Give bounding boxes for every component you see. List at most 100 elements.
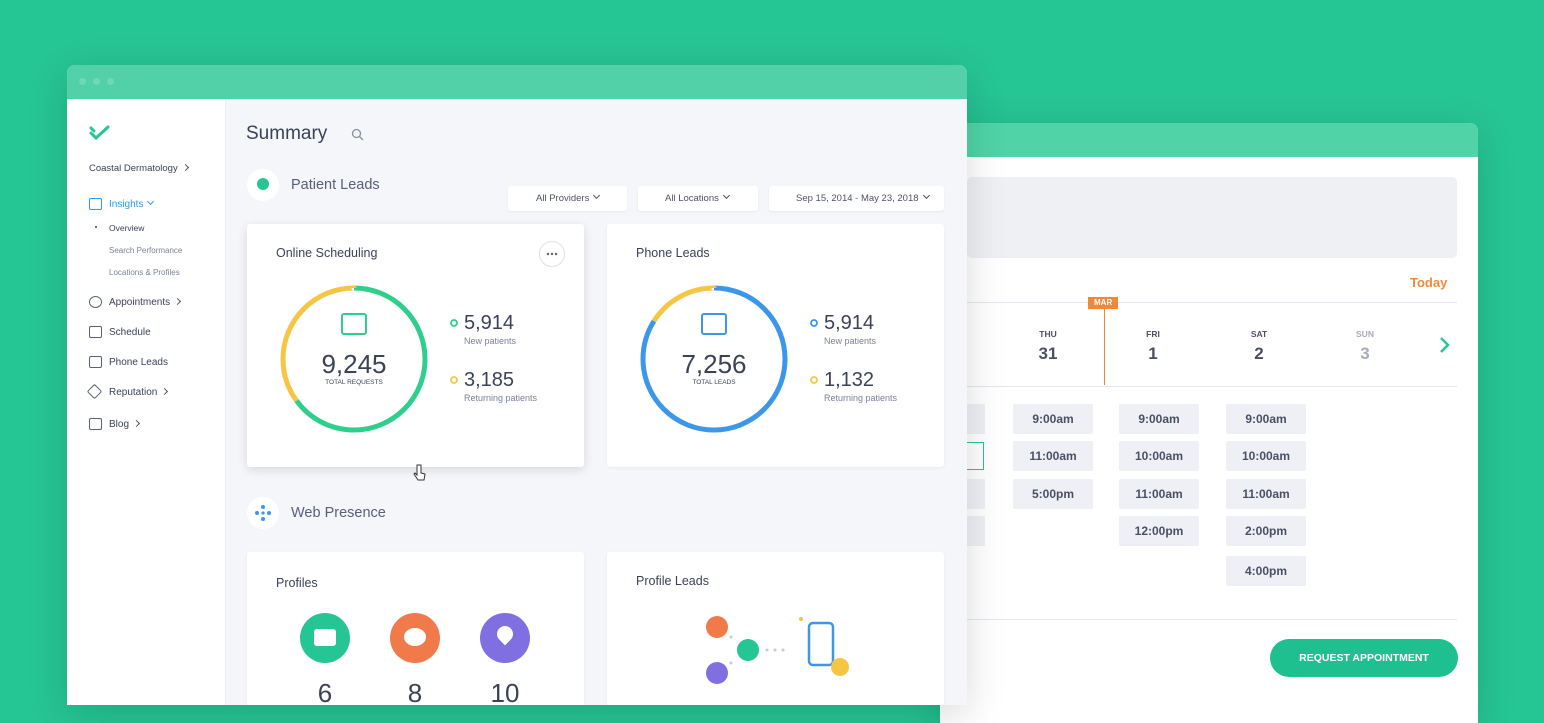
provider-filter[interactable]: All Providers xyxy=(508,186,627,211)
partial-slot xyxy=(967,404,985,434)
icon-shape xyxy=(314,629,336,646)
section-title: Patient Leads xyxy=(291,177,380,193)
card-title: Online Scheduling xyxy=(276,246,378,260)
next-arrow[interactable] xyxy=(1439,336,1451,354)
window-dot xyxy=(107,78,114,85)
time-slot[interactable]: 12:00pm xyxy=(1119,516,1199,546)
metric-caption: Returning patients xyxy=(464,393,538,403)
section-title: Web Presence xyxy=(291,505,386,521)
total-caption: TOTAL LEADS xyxy=(692,379,736,386)
filter-label: All Locations xyxy=(665,194,729,204)
window-bar xyxy=(940,123,1478,157)
divider xyxy=(967,386,1457,387)
metric-value: 5,914 xyxy=(464,312,515,334)
practice-name[interactable]: Coastal Dermatology xyxy=(89,164,188,174)
time-slot[interactable]: 4:00pm xyxy=(1226,556,1306,586)
cursor xyxy=(413,464,426,481)
metric-caption: New patients xyxy=(824,336,877,346)
profile-leads-card[interactable]: Profile Leads xyxy=(607,552,944,705)
nav-item[interactable]: Insights xyxy=(109,200,153,210)
section-icon-dot xyxy=(257,178,269,190)
time-slot[interactable]: 10:00am xyxy=(1119,441,1199,471)
divider xyxy=(967,302,1457,303)
search-icon[interactable] xyxy=(351,128,364,141)
nav-icon xyxy=(89,198,102,210)
nav-icon xyxy=(89,296,102,308)
time-slot[interactable]: 10:00am xyxy=(1226,441,1306,471)
profile-icon xyxy=(300,613,350,663)
date-filter[interactable]: Sep 15, 2014 - May 23, 2018 xyxy=(769,186,944,211)
calendar-window: Today MAR THU 31 9:00am 11:00am 5:00pm FRI 1 9:… xyxy=(940,123,1478,723)
profile-leads-illustration xyxy=(706,616,849,684)
nav-item[interactable]: Appointments xyxy=(109,298,180,308)
sidebar: Coastal Dermatology Insights Overview Se… xyxy=(67,99,226,705)
metric-value: 3,185 xyxy=(464,369,515,391)
time-slot[interactable]: 9:00am xyxy=(1013,404,1093,434)
profile-count: 6 xyxy=(317,678,333,705)
dashboard-window: Coastal Dermatology Insights Overview Se… xyxy=(67,65,967,705)
nav-item[interactable]: Reputation xyxy=(109,388,167,398)
filter-label: All Providers xyxy=(536,194,599,204)
icon-shape xyxy=(493,622,517,646)
nav-icon xyxy=(86,383,103,400)
nav-item[interactable]: Blog xyxy=(109,420,139,430)
partial-slot xyxy=(967,479,985,509)
nav-item[interactable]: Schedule xyxy=(109,327,151,338)
partial-slot xyxy=(967,442,984,470)
bullet xyxy=(95,226,97,228)
more-dots xyxy=(546,252,558,256)
time-slot[interactable]: 5:00pm xyxy=(1013,479,1093,509)
month-tag: MAR xyxy=(1088,297,1119,309)
profile-icon xyxy=(390,613,440,663)
filter-label: Sep 15, 2014 - May 23, 2018 xyxy=(796,194,929,204)
today-link[interactable]: Today xyxy=(1410,275,1448,290)
section-icon xyxy=(247,169,279,201)
metric-caption: New patients xyxy=(464,336,517,346)
nav-icon xyxy=(89,326,102,338)
time-slot[interactable]: 11:00am xyxy=(1013,441,1093,471)
subnav-item[interactable]: Locations & Profiles xyxy=(109,268,180,277)
time-slot[interactable]: 11:00am xyxy=(1226,479,1306,509)
day-date: 2 xyxy=(1254,344,1264,363)
subnav-item[interactable]: Search Performance xyxy=(109,246,183,255)
metric-value: 5,914 xyxy=(824,312,875,334)
nav-item[interactable]: Phone Leads xyxy=(109,357,168,368)
day-name: FRI xyxy=(1146,329,1160,339)
day-name: SAT xyxy=(1250,329,1268,339)
total-caption: TOTAL REQUESTS xyxy=(325,379,383,386)
time-slot[interactable]: 11:00am xyxy=(1119,479,1199,509)
window-dot xyxy=(79,78,86,85)
window-bar xyxy=(67,65,967,99)
day-name: THU xyxy=(1039,329,1057,339)
location-filter[interactable]: All Locations xyxy=(638,186,758,211)
day-name: SUN xyxy=(1356,329,1374,339)
profiles-card[interactable]: Profiles 6 8 10 xyxy=(247,552,584,705)
profile-count: 8 xyxy=(407,678,423,705)
metric-caption: Returning patients xyxy=(824,393,898,403)
metric-value: 1,132 xyxy=(824,369,875,391)
divider xyxy=(967,619,1457,620)
phone-leads-card[interactable]: Phone Leads xyxy=(607,224,944,467)
time-slot[interactable]: 2:00pm xyxy=(1226,516,1306,546)
icon-shape xyxy=(404,628,426,646)
nav-icon xyxy=(89,356,102,368)
section-icon xyxy=(247,497,279,529)
card-title: Profiles xyxy=(276,576,318,590)
day-date: 31 xyxy=(1038,344,1058,363)
logo xyxy=(89,125,110,141)
time-slot[interactable]: 9:00am xyxy=(1119,404,1199,434)
section-icon-glyph xyxy=(255,505,271,521)
subnav-item[interactable]: Overview xyxy=(109,223,145,233)
window-dot xyxy=(93,78,100,85)
page: Today MAR THU 31 9:00am 11:00am 5:00pm FRI 1 9:… xyxy=(0,0,1544,698)
card-title: Profile Leads xyxy=(636,574,709,588)
more-button[interactable] xyxy=(539,241,565,267)
online-scheduling-card[interactable]: Online Scheduling xyxy=(247,224,584,467)
profile-icon xyxy=(480,613,530,663)
time-slot[interactable]: 9:00am xyxy=(1226,404,1306,434)
calendar-header-box xyxy=(967,177,1457,258)
page-title: Summary xyxy=(246,123,328,144)
day-date: 1 xyxy=(1148,344,1158,363)
profile-count: 10 xyxy=(490,678,520,705)
request-button[interactable]: REQUEST APPOINTMENT xyxy=(1270,639,1458,677)
